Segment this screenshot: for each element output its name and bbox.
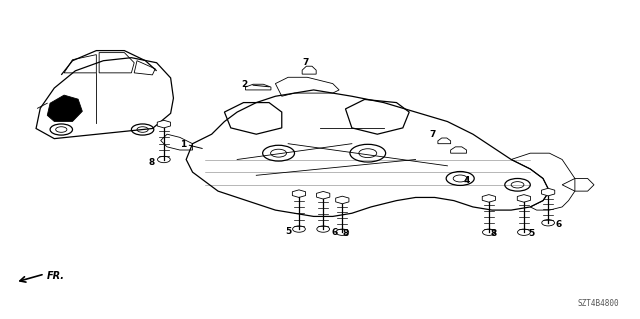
Circle shape bbox=[292, 226, 305, 232]
Polygon shape bbox=[336, 196, 349, 204]
Polygon shape bbox=[47, 95, 83, 122]
Circle shape bbox=[483, 229, 495, 235]
Circle shape bbox=[157, 156, 170, 163]
Text: 7: 7 bbox=[429, 130, 436, 139]
Text: 8: 8 bbox=[148, 158, 154, 167]
Text: 8: 8 bbox=[342, 229, 349, 238]
Polygon shape bbox=[157, 120, 170, 128]
Polygon shape bbox=[541, 188, 555, 196]
Polygon shape bbox=[292, 190, 305, 197]
Text: 2: 2 bbox=[242, 80, 248, 89]
Text: 4: 4 bbox=[463, 175, 470, 185]
Text: 5: 5 bbox=[528, 229, 534, 238]
Text: 6: 6 bbox=[332, 228, 338, 237]
Polygon shape bbox=[483, 195, 495, 202]
Text: 5: 5 bbox=[285, 227, 291, 236]
Circle shape bbox=[541, 219, 554, 226]
Polygon shape bbox=[517, 195, 531, 202]
Polygon shape bbox=[317, 191, 330, 199]
Circle shape bbox=[317, 226, 330, 232]
Circle shape bbox=[336, 229, 349, 235]
Circle shape bbox=[518, 229, 531, 235]
Text: 7: 7 bbox=[302, 58, 308, 67]
Text: SZT4B4800: SZT4B4800 bbox=[578, 299, 620, 308]
Text: 1: 1 bbox=[180, 140, 186, 149]
Text: 8: 8 bbox=[491, 229, 497, 238]
Text: FR.: FR. bbox=[47, 271, 65, 281]
Text: 6: 6 bbox=[556, 220, 562, 229]
